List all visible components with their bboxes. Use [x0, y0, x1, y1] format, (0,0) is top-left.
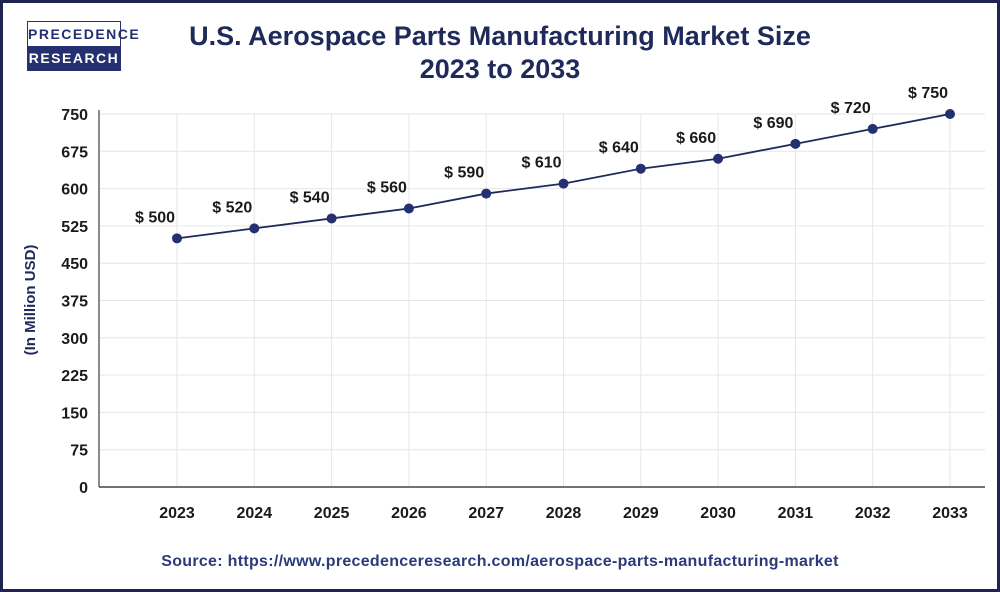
x-tick-label: 2029 [623, 505, 659, 522]
y-tick-label: 375 [61, 294, 88, 311]
data-label: $ 500 [135, 209, 175, 226]
x-tick-label: 2027 [468, 505, 504, 522]
x-tick-label: 2030 [700, 505, 736, 522]
x-tick-label: 2023 [159, 505, 195, 522]
y-axis-label: (In Million USD) [22, 245, 39, 356]
x-tick-label: 2031 [778, 505, 814, 522]
y-tick-label: 525 [61, 219, 88, 236]
data-point [326, 213, 337, 224]
y-tick-label: 675 [61, 144, 88, 161]
data-point [481, 188, 492, 199]
x-tick-label: 2024 [237, 505, 273, 522]
data-point [713, 153, 724, 164]
logo-line-1: PRECEDENCE [28, 22, 139, 46]
x-tick-label: 2032 [855, 505, 891, 522]
y-tick-label: 0 [79, 480, 88, 497]
data-label: $ 720 [831, 100, 871, 117]
data-label: $ 640 [599, 140, 639, 157]
x-tick-label: 2028 [546, 505, 582, 522]
x-tick-label: 2033 [932, 505, 968, 522]
data-point [635, 163, 646, 174]
data-point [249, 223, 260, 234]
source-text: Source: https://www.precedenceresearch.c… [161, 553, 839, 570]
data-point [945, 109, 955, 119]
chart-title: U.S. Aerospace Parts Manufacturing Marke… [0, 20, 1000, 86]
data-point [558, 178, 569, 189]
data-label: $ 610 [521, 155, 561, 172]
data-point [790, 138, 801, 149]
data-point [172, 233, 182, 244]
chart-subtitle: 2023 to 2033 [419, 54, 581, 84]
y-tick-label: 450 [61, 256, 88, 273]
y-tick-label: 600 [61, 182, 88, 199]
x-tick-label: 2025 [314, 505, 350, 522]
logo-line-2: RESEARCH [28, 46, 120, 70]
data-label: $ 690 [753, 115, 793, 132]
data-label: $ 540 [290, 189, 330, 206]
x-tick-label: 2026 [391, 505, 427, 522]
data-label: $ 560 [367, 179, 407, 196]
data-label: $ 750 [908, 85, 948, 102]
y-tick-label: 225 [61, 368, 88, 385]
data-label: $ 520 [212, 199, 252, 216]
data-point [403, 203, 414, 214]
data-label: $ 590 [444, 165, 484, 182]
y-tick-label: 150 [61, 405, 88, 422]
y-tick-label: 75 [70, 443, 88, 460]
data-point [867, 123, 878, 134]
chart-title-main: U.S. Aerospace Parts Manufacturing Marke… [189, 21, 811, 51]
data-label: $ 660 [676, 130, 716, 147]
y-tick-label: 750 [61, 107, 88, 124]
precedence-research-logo: PRECEDENCE RESEARCH [27, 21, 139, 71]
y-tick-label: 300 [61, 331, 88, 348]
